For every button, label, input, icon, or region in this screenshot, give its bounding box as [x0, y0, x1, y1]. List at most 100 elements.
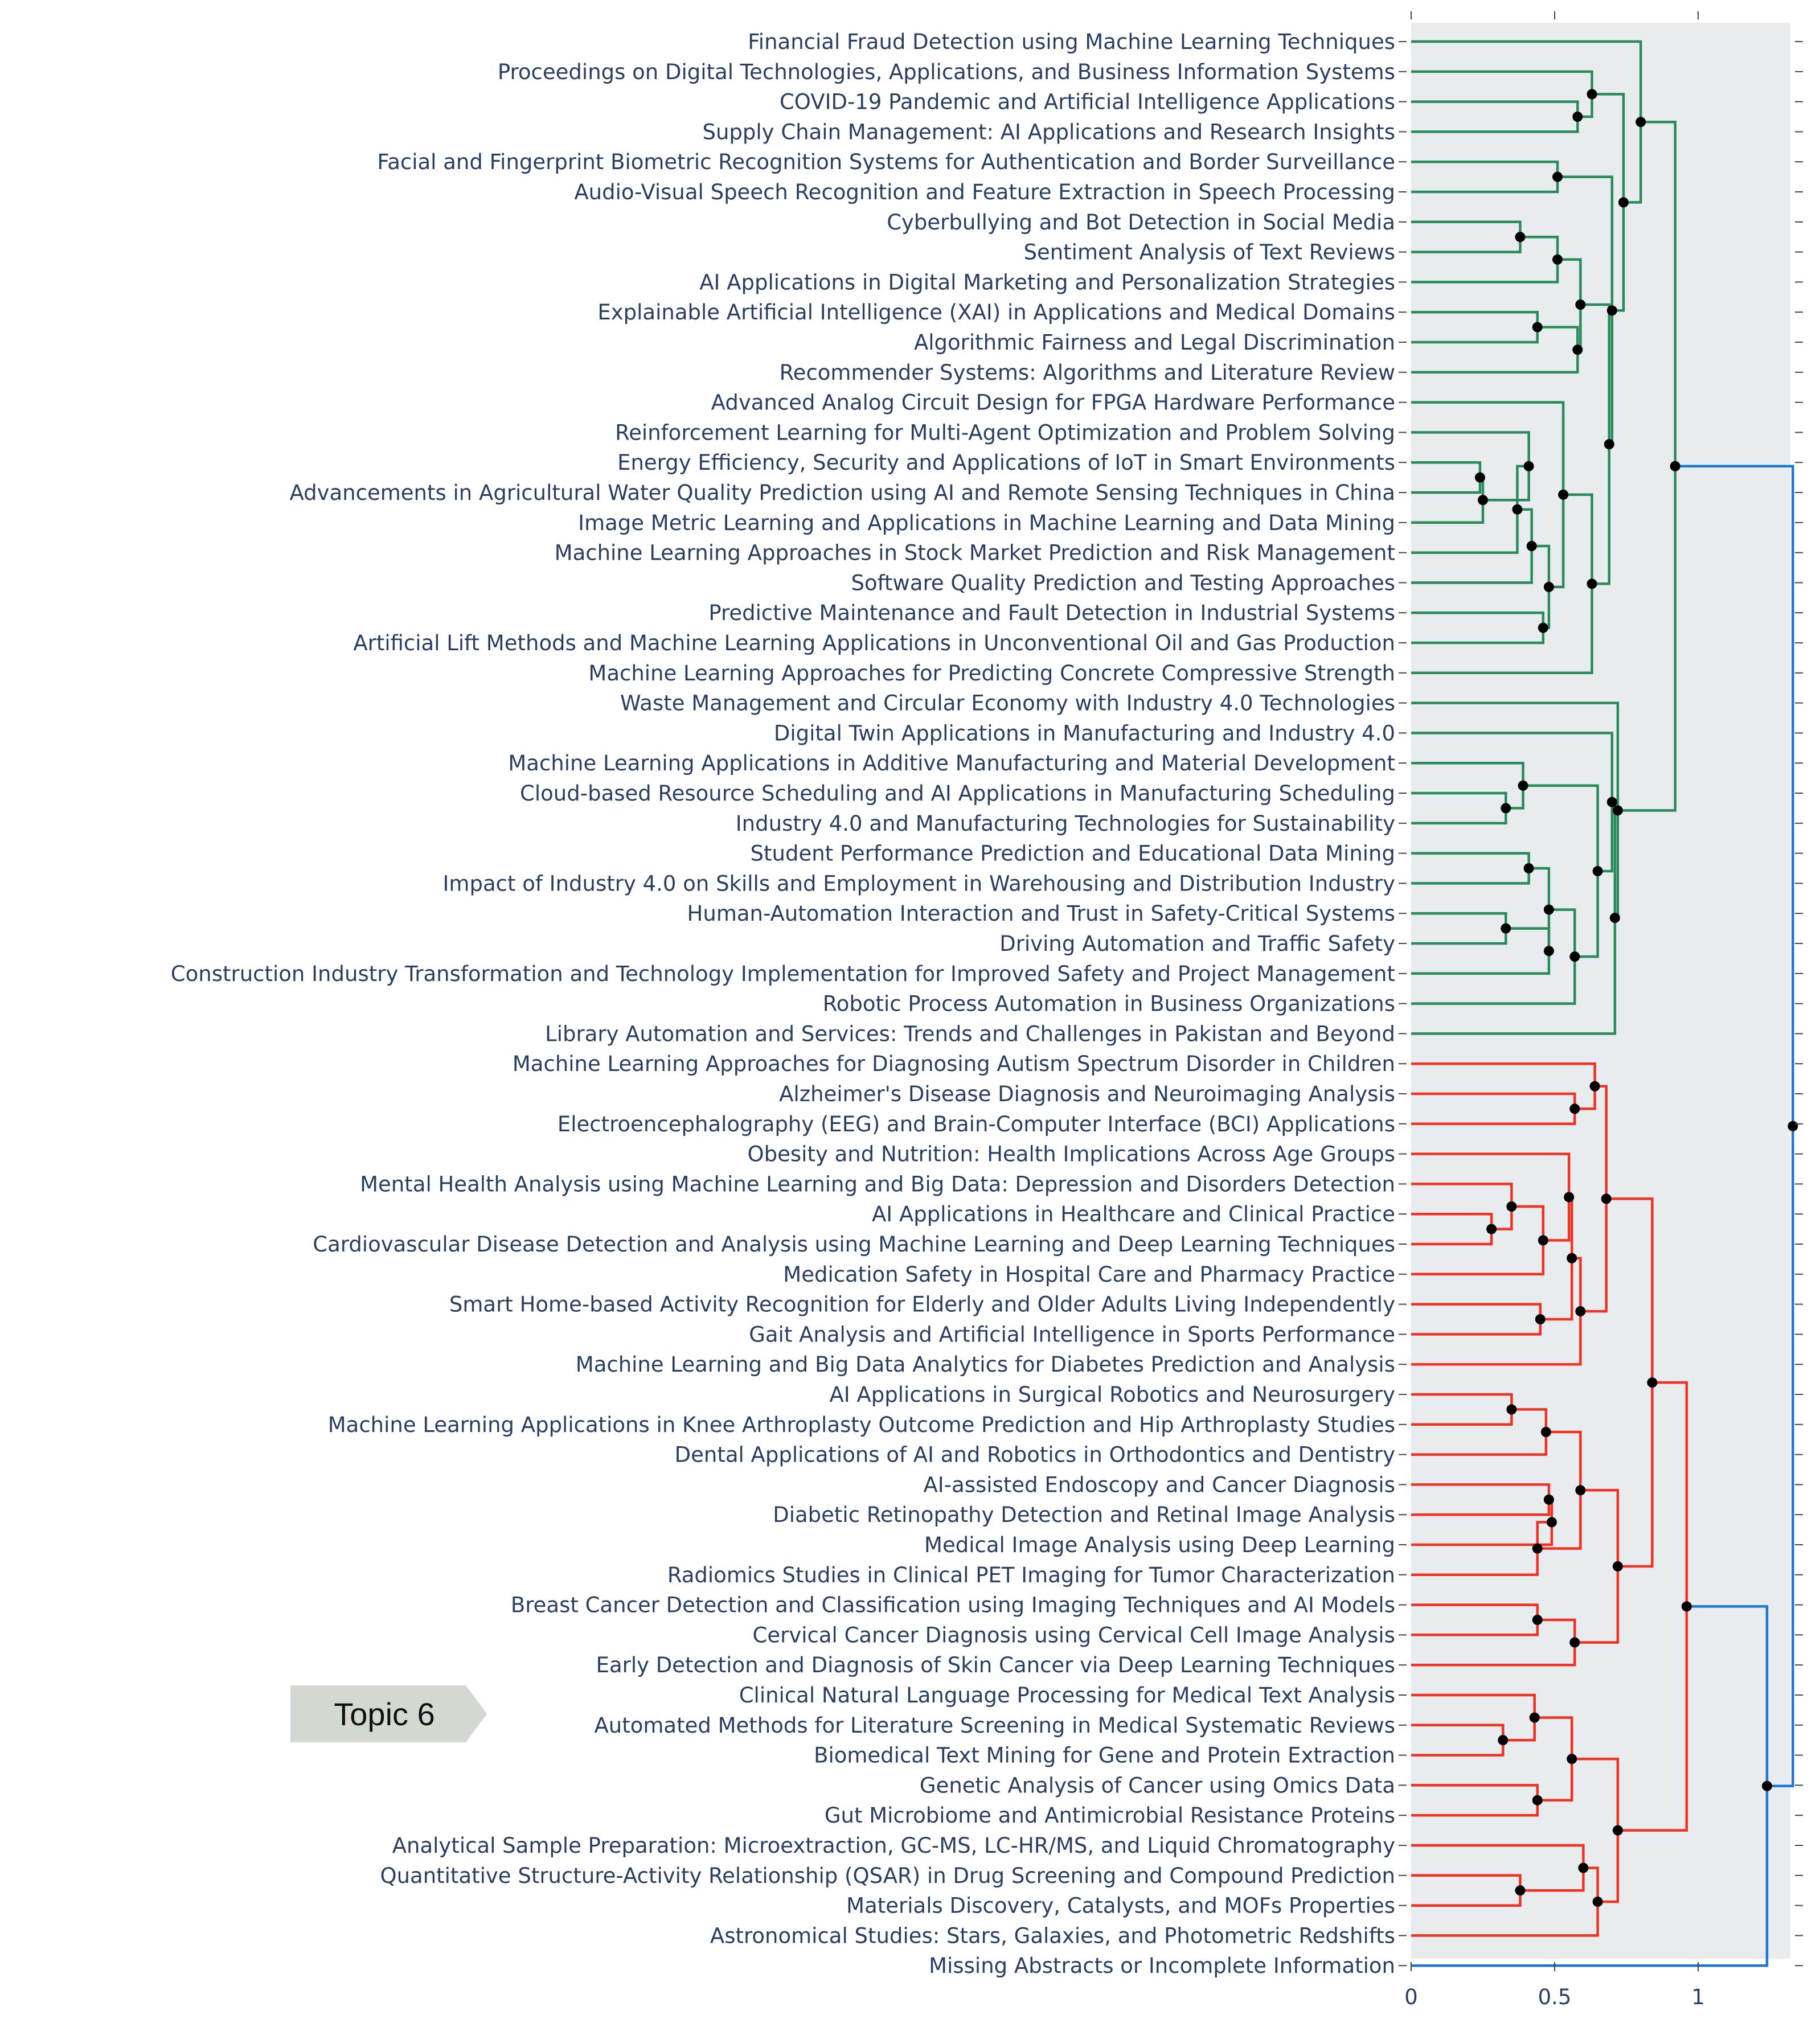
- merge-node: [1543, 904, 1554, 915]
- merge-node: [1604, 439, 1614, 450]
- leaf-label: Software Quality Prediction and Testing …: [851, 571, 1395, 595]
- leaf-label: Image Metric Learning and Applications i…: [578, 511, 1395, 535]
- merge-node: [1572, 344, 1583, 355]
- leaf-label: Library Automation and Services: Trends …: [545, 1021, 1395, 1046]
- merge-node: [1567, 1253, 1577, 1263]
- leaf-label: Mental Health Analysis using Machine Lea…: [360, 1172, 1395, 1196]
- right-axis-ticks: [1795, 41, 1803, 1967]
- merge-node: [1546, 1517, 1557, 1528]
- leaf-label: AI Applications in Healthcare and Clinic…: [872, 1202, 1395, 1226]
- leaf-label: Dental Applications of AI and Robotics i…: [675, 1443, 1395, 1467]
- leaf-label: Radiomics Studies in Clinical PET Imagin…: [667, 1563, 1395, 1587]
- leaf-label: Advanced Analog Circuit Design for FPGA …: [711, 391, 1395, 415]
- merge-node: [1532, 1795, 1543, 1805]
- leaf-label: Robotic Process Automation in Business O…: [823, 992, 1395, 1016]
- dendrogram-nodes: [1474, 89, 1798, 1907]
- merge-node: [1567, 1754, 1577, 1765]
- leaf-label: Early Detection and Diagnosis of Skin Ca…: [596, 1653, 1395, 1677]
- leaf-label: Facial and Fingerprint Biometric Recogni…: [377, 150, 1395, 174]
- merge-node: [1592, 865, 1603, 876]
- leaf-label: Audio-Visual Speech Recognition and Feat…: [574, 180, 1395, 204]
- leaf-label: Alzheimer's Disease Diagnosis and Neuroi…: [779, 1082, 1395, 1106]
- merge-node: [1587, 578, 1597, 589]
- merge-node: [1543, 581, 1554, 592]
- merge-node: [1552, 171, 1563, 182]
- merge-node: [1532, 1615, 1543, 1625]
- leaf-label: Industry 4.0 and Manufacturing Technolog…: [736, 811, 1395, 836]
- merge-node: [1569, 1637, 1580, 1648]
- leaf-label: Impact of Industry 4.0 on Skills and Emp…: [443, 871, 1395, 896]
- leaf-label: Medication Safety in Hospital Care and P…: [783, 1262, 1395, 1287]
- merge-node: [1529, 1712, 1540, 1723]
- leaf-label: Electroencephalography (EEG) and Brain-C…: [558, 1112, 1395, 1136]
- merge-node: [1523, 461, 1534, 471]
- merge-node: [1478, 495, 1488, 506]
- leaf-label: Materials Discovery, Catalysts, and MOFs…: [846, 1894, 1395, 1918]
- merge-node: [1515, 1885, 1526, 1896]
- merge-node: [1609, 913, 1620, 924]
- merge-node: [1670, 461, 1680, 471]
- merge-node: [1486, 1224, 1497, 1234]
- leaf-label: Obesity and Nutrition: Health Implicatio…: [748, 1142, 1395, 1167]
- leaf-label: Medical Image Analysis using Deep Learni…: [924, 1533, 1395, 1557]
- merge-node: [1569, 951, 1580, 962]
- merge-node: [1587, 89, 1597, 100]
- topic-callout-text: Topic 6: [334, 1696, 434, 1732]
- merge-node: [1501, 923, 1511, 934]
- leaf-label: Predictive Maintenance and Fault Detecti…: [708, 601, 1395, 625]
- merge-node: [1540, 1427, 1551, 1437]
- topic-callout: Topic 6: [290, 1685, 487, 1742]
- leaf-label: Machine Learning Approaches in Stock Mar…: [555, 541, 1395, 565]
- leaf-label: Advancements in Agricultural Water Quali…: [289, 481, 1395, 505]
- merge-node: [1558, 489, 1569, 500]
- leaf-label: Missing Abstracts or Incomplete Informat…: [929, 1954, 1395, 1978]
- leaf-label: Machine Learning Applications in Additiv…: [508, 751, 1395, 775]
- merge-node: [1523, 863, 1534, 873]
- merge-node: [1532, 1543, 1543, 1554]
- leaf-label: Financial Fraud Detection using Machine …: [748, 30, 1395, 54]
- leaf-label: Biomedical Text Mining for Gene and Prot…: [814, 1743, 1395, 1768]
- merge-node: [1592, 1897, 1603, 1907]
- merge-node: [1526, 541, 1537, 552]
- leaf-label: Cardiovascular Disease Detection and Ana…: [313, 1232, 1395, 1257]
- merge-node: [1788, 1121, 1798, 1131]
- merge-node: [1647, 1377, 1658, 1388]
- merge-node: [1515, 232, 1526, 243]
- merge-node: [1612, 805, 1623, 816]
- merge-node: [1552, 254, 1563, 265]
- leaf-label: Machine Learning Approaches for Diagnosi…: [513, 1052, 1395, 1076]
- leaf-label: Supply Chain Management: AI Applications…: [702, 120, 1395, 144]
- x-tick-label: 0.5: [1538, 1985, 1572, 2009]
- leaf-label: Student Performance Prediction and Educa…: [751, 842, 1395, 866]
- merge-node: [1575, 1485, 1586, 1496]
- leaf-label: AI Applications in Surgical Robotics and…: [830, 1382, 1396, 1407]
- leaf-label: Explainable Artificial Intelligence (XAI…: [597, 300, 1395, 325]
- merge-node: [1498, 1735, 1509, 1746]
- leaf-label: Quantitative Structure-Activity Relation…: [380, 1864, 1395, 1888]
- merge-node: [1506, 1201, 1517, 1212]
- leaf-label: Diabetic Retinopathy Detection and Retin…: [773, 1503, 1395, 1527]
- leaf-label: Proceedings on Digital Technologies, App…: [498, 60, 1395, 84]
- leaf-label: Energy Efficiency, Security and Applicat…: [617, 450, 1395, 475]
- merge-node: [1575, 299, 1586, 310]
- merge-node: [1569, 1103, 1580, 1114]
- leaf-label: Construction Industry Transformation and…: [171, 962, 1395, 986]
- leaf-label: Machine Learning and Big Data Analytics …: [576, 1352, 1395, 1377]
- merge-node: [1538, 1235, 1548, 1246]
- topic-callout-arrow: [290, 1685, 487, 1742]
- merge-node: [1589, 1081, 1600, 1091]
- merge-node: [1618, 197, 1629, 208]
- merge-node: [1761, 1780, 1772, 1791]
- merge-node: [1612, 1825, 1623, 1836]
- merge-node: [1606, 797, 1617, 807]
- merge-node: [1532, 322, 1543, 333]
- leaf-label: Algorithmic Fairness and Legal Discrimin…: [914, 330, 1395, 355]
- merge-node: [1512, 504, 1523, 515]
- merge-node: [1564, 1192, 1575, 1203]
- merge-node: [1578, 1862, 1589, 1873]
- leaf-label: Waste Management and Circular Economy wi…: [620, 691, 1395, 716]
- merge-node: [1572, 112, 1583, 122]
- leaf-label: Cloud-based Resource Scheduling and AI A…: [520, 781, 1395, 806]
- merge-node: [1543, 946, 1554, 957]
- leaf-label: AI Applications in Digital Marketing and…: [699, 270, 1395, 294]
